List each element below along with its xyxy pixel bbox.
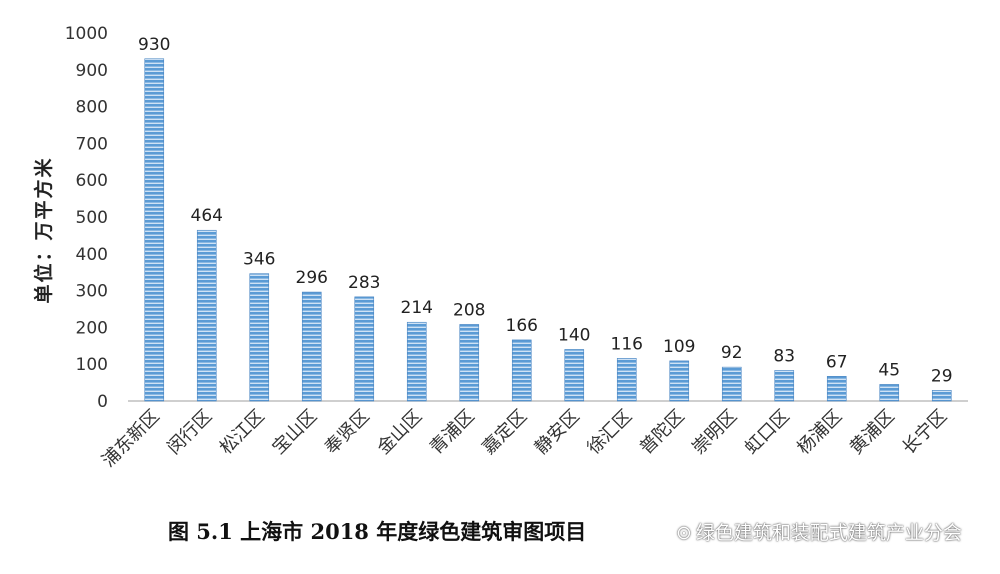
data-label: 67 [826, 352, 848, 372]
bar [459, 324, 480, 402]
bar [931, 390, 952, 402]
x-tick-label: 宝山区 [268, 406, 321, 459]
y-tick-label: 400 [76, 245, 108, 265]
bar [721, 366, 742, 402]
x-tick-label: 青浦区 [426, 406, 479, 459]
data-label: 208 [453, 300, 485, 320]
bar [826, 376, 847, 402]
data-label: 930 [138, 35, 170, 55]
y-tick-label: 500 [76, 208, 108, 228]
data-label: 140 [558, 325, 590, 345]
x-tick-label: 崇明区 [688, 406, 741, 459]
y-tick-label: 100 [76, 355, 108, 375]
figure-caption: 图 5.1 上海市 2018 年度绿色建筑审图项目 [168, 519, 587, 544]
data-label: 116 [611, 334, 643, 354]
bar [249, 273, 270, 402]
data-label: 45 [878, 360, 900, 380]
data-label: 464 [191, 206, 223, 226]
y-tick-label: 600 [76, 171, 108, 191]
x-tick-label: 普陀区 [636, 406, 689, 459]
bar [774, 370, 795, 402]
x-tick-label: 闵行区 [163, 406, 216, 459]
bar [406, 321, 427, 402]
x-tick-label: 松江区 [216, 406, 269, 459]
data-label: 29 [931, 366, 953, 386]
y-tick-label: 900 [76, 61, 108, 81]
y-tick-label: 300 [76, 282, 108, 302]
bar [616, 358, 637, 402]
bar [144, 58, 165, 402]
x-tick-label: 浦东新区 [98, 406, 164, 472]
y-axis-title: 单位：万平方米 [32, 156, 55, 303]
x-tick-label: 金山区 [373, 406, 426, 459]
wechat-icon: ⊙ [676, 522, 692, 544]
y-tick-label: 1000 [65, 24, 108, 44]
x-tick-label: 奉贤区 [321, 406, 374, 459]
x-tick-label: 嘉定区 [478, 406, 531, 459]
x-tick-label: 虹口区 [741, 406, 794, 459]
bar [301, 291, 322, 402]
x-tick-label: 静安区 [531, 406, 584, 459]
y-tick-label: 0 [97, 392, 108, 412]
watermark: ⊙ 绿色建筑和装配式建筑产业分会 [676, 518, 962, 545]
bar [196, 229, 217, 402]
y-tick-label: 700 [76, 134, 108, 154]
data-label: 166 [506, 316, 538, 336]
data-label: 296 [296, 268, 328, 288]
bar [564, 349, 585, 402]
bar [511, 339, 532, 402]
data-label: 214 [401, 298, 433, 318]
y-tick-label: 200 [76, 318, 108, 338]
data-label: 92 [721, 343, 743, 363]
bar [669, 360, 690, 402]
data-label: 283 [348, 273, 380, 293]
watermark-text: 绿色建筑和装配式建筑产业分会 [695, 522, 962, 544]
data-label: 83 [773, 346, 795, 366]
x-tick-label: 黄浦区 [846, 406, 899, 459]
data-label: 346 [243, 250, 275, 270]
y-tick-label: 800 [76, 98, 108, 118]
bar [354, 296, 375, 402]
bar [879, 384, 900, 402]
x-tick-label: 徐汇区 [583, 406, 636, 459]
x-tick-label: 杨浦区 [793, 406, 846, 459]
x-tick-label: 长宁区 [898, 406, 951, 459]
data-label: 109 [663, 337, 695, 357]
